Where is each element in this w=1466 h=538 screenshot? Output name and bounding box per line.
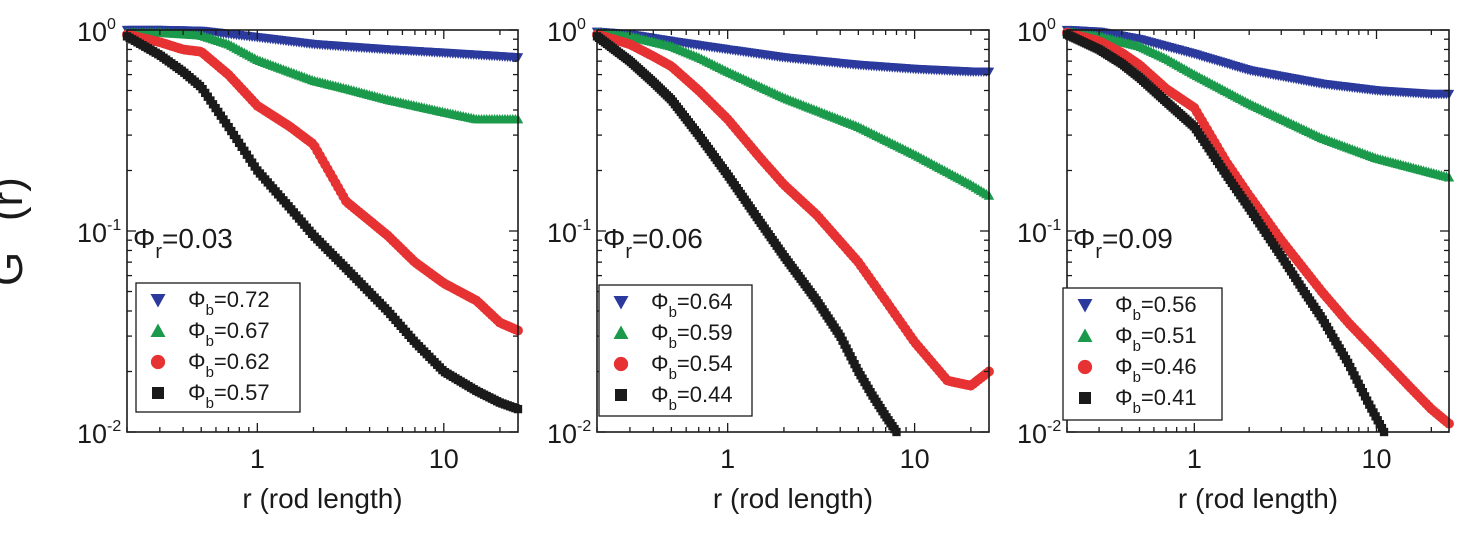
legend-marker (613, 325, 629, 339)
legend-marker (152, 387, 164, 399)
data-marks (121, 25, 524, 414)
y-tick-label-0-01: 10-2 (77, 418, 121, 449)
legend-marker (613, 356, 629, 372)
y-tick-label-1: 100 (547, 16, 586, 47)
data-point (1358, 388, 1368, 397)
phi-r-annotation: Φr=0.03 (133, 223, 233, 263)
panel-phi-r-0-03: 1 10 100 10-1 10-2 r (rod length) Φr=0.0… (77, 16, 524, 514)
panel-phi-r-0-09: 1 10 100 10-1 10-2 r (rod length) Φr=0.0… (1017, 16, 1455, 514)
legend: Φb=0.56 Φb=0.51 Φb=0.46 Φb=0.41 (1062, 287, 1223, 421)
legend-markers (1077, 299, 1093, 404)
legend-entry: Φb=0.56 (1115, 292, 1197, 324)
axis-ticks (1066, 29, 1449, 433)
data-point (1354, 379, 1363, 388)
axis-tick-labels: 1 10 100 10-1 10-2 (77, 16, 459, 474)
x-tick-label-10: 10 (900, 444, 930, 474)
y-tick-label-0-01: 10-2 (547, 418, 591, 449)
x-tick-label-1: 1 (720, 444, 735, 474)
legend-entry: Φb=0.46 (1115, 354, 1197, 386)
legend-markers (613, 296, 629, 401)
data-point (1356, 383, 1365, 393)
panel-phi-r-0-06: 1 10 100 10-1 10-2 r (rod length) Φr=0.0… (547, 16, 995, 514)
x-tick-label-1: 1 (1187, 444, 1202, 474)
legend-marker (1079, 392, 1091, 404)
legend-marker (1077, 359, 1093, 375)
y-tick-label-0-1: 10-1 (1017, 217, 1061, 248)
x-tick-label-10: 10 (1361, 444, 1391, 474)
axis-tick-labels: 1 10 100 10-1 10-2 (547, 16, 930, 474)
legend-entry: Φb=0.51 (1115, 323, 1197, 355)
legend-entry: Φb=0.72 (188, 287, 270, 319)
y-axis-label-main: Gtot(r) (0, 177, 32, 286)
phi-r-annotation: Φr=0.09 (1073, 223, 1173, 263)
legend-marker (1077, 328, 1093, 342)
x-axis-label: r (rod length) (242, 483, 402, 514)
x-tick-label-1: 1 (250, 444, 265, 474)
axis-ticks (126, 29, 518, 433)
legend-marker (613, 296, 629, 310)
y-tick-label-0-1: 10-1 (547, 217, 591, 248)
legend-marker (150, 294, 166, 308)
legend-entry: Φb=0.44 (651, 382, 733, 414)
data-point (1352, 375, 1361, 384)
y-tick-label-1: 100 (77, 16, 116, 47)
data-point (1346, 362, 1355, 372)
legend: Φb=0.64 Φb=0.59 Φb=0.54 Φb=0.44 (598, 284, 753, 417)
legend-entry: Φb=0.54 (651, 351, 733, 383)
legend-entry: Φb=0.57 (188, 380, 270, 412)
data-marks (591, 27, 995, 437)
legend-entry: Φb=0.59 (651, 320, 733, 352)
legend-marker (1077, 299, 1093, 313)
y-axis-label: Gtot(r) (0, 177, 32, 286)
y-tick-label-0-1: 10-1 (77, 217, 121, 248)
data-point (1348, 367, 1357, 376)
legend-entry: Φb=0.62 (188, 349, 270, 381)
legend-entry: Φb=0.64 (651, 289, 733, 321)
axis-tick-labels: 1 10 100 10-1 10-2 (1017, 16, 1392, 474)
x-axis-label: r (rod length) (713, 483, 873, 514)
y-tick-label-1: 100 (1017, 16, 1056, 47)
legend-marker (615, 389, 627, 401)
legend-entry: Φb=0.41 (1115, 385, 1197, 417)
legend-marker (150, 323, 166, 337)
x-tick-label-10: 10 (429, 444, 459, 474)
data-point (1350, 371, 1359, 380)
legend-entry: Φb=0.67 (188, 318, 270, 350)
legend: Φb=0.72 Φb=0.67 Φb=0.62 Φb=0.57 (135, 282, 301, 413)
data-marks (1061, 25, 1455, 437)
x-axis-label: r (rod length) (1178, 483, 1338, 514)
phi-r-annotation: Φr=0.06 (603, 223, 703, 263)
data-point (1360, 392, 1370, 401)
legend-marker (150, 354, 166, 370)
legend-markers (150, 294, 166, 399)
y-tick-label-0-01: 10-2 (1017, 418, 1061, 449)
